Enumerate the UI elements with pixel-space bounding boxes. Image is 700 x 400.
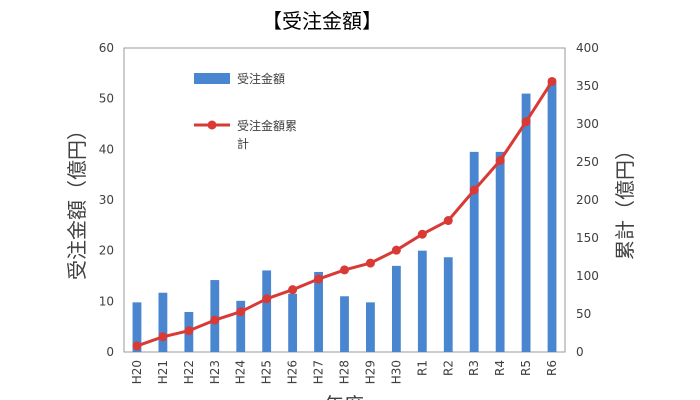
x-tick-label: H21 xyxy=(156,360,170,384)
x-tick-label: H24 xyxy=(234,360,248,384)
line-point xyxy=(547,76,557,86)
bar xyxy=(547,83,557,352)
bar xyxy=(521,93,531,352)
y-right-tick-label: 200 xyxy=(576,193,599,207)
y-left-tick-label: 0 xyxy=(106,345,114,359)
plot-area: 0 10 20 30 40 50 60 0 50 100 150 200 250 300 350 400 H20… xyxy=(99,41,599,384)
bar xyxy=(236,300,246,352)
y-left-tick-label: 60 xyxy=(99,41,114,55)
bar xyxy=(288,293,298,352)
bar xyxy=(340,296,349,352)
line-point xyxy=(469,185,479,195)
y-right-tick-label: 0 xyxy=(576,345,584,359)
chart-title: 【受注金額】 xyxy=(262,9,382,33)
y-left-tick-label: 20 xyxy=(99,244,114,258)
bar xyxy=(391,265,401,352)
x-tick-label: H27 xyxy=(312,360,326,384)
x-tick-label: H22 xyxy=(182,360,196,384)
line-point xyxy=(262,294,272,304)
line-point xyxy=(132,341,142,351)
x-tick-label: R3 xyxy=(467,360,481,376)
line-point xyxy=(495,155,505,165)
x-tick-label: R5 xyxy=(519,360,533,376)
y-left-tick-label: 30 xyxy=(99,193,114,207)
y-right-tick-label: 100 xyxy=(576,269,599,283)
line-point xyxy=(288,285,298,295)
x-tick-label: R2 xyxy=(441,360,455,376)
x-tick-label: H29 xyxy=(363,360,377,384)
x-tick-label: R6 xyxy=(545,360,559,376)
bar xyxy=(132,302,142,352)
x-tick-label: R4 xyxy=(493,360,507,376)
legend-bar-label: 受注金額 xyxy=(237,71,285,86)
line-point xyxy=(314,274,324,284)
x-tick-label: R1 xyxy=(415,360,429,376)
line-point xyxy=(184,326,194,336)
bar xyxy=(417,250,427,352)
legend-line-marker xyxy=(207,120,217,130)
bar xyxy=(158,292,168,352)
legend-line-label: 受注金額累 xyxy=(237,118,297,133)
bar xyxy=(469,151,479,352)
x-tick-label: H28 xyxy=(338,360,352,384)
y-right-tick-label: 350 xyxy=(576,79,599,93)
line-point xyxy=(443,216,453,226)
line-point xyxy=(210,315,220,325)
x-tick-label: H23 xyxy=(208,360,222,384)
bar xyxy=(314,271,323,352)
legend-line-label-cont: 計 xyxy=(237,136,249,151)
y-axis-left-title: 受注金額（億円） xyxy=(65,120,89,280)
x-tick-label: H30 xyxy=(389,360,403,384)
x-tick-label: H25 xyxy=(260,360,274,384)
bar xyxy=(443,257,453,352)
line-point xyxy=(391,245,401,255)
y-right-tick-label: 300 xyxy=(576,117,599,131)
line-point xyxy=(417,229,427,239)
x-axis-title: 年度 xyxy=(324,393,364,400)
bar xyxy=(366,302,375,352)
line-point xyxy=(521,117,531,127)
y-right-tick-label: 50 xyxy=(576,307,591,321)
line-point xyxy=(340,265,349,275)
x-tick-label: H20 xyxy=(130,360,144,384)
y-axis-right-title: 累計（億円） xyxy=(613,140,637,260)
y-right-tick-label: 400 xyxy=(576,41,599,55)
line-point xyxy=(365,258,375,268)
x-tick-label: H26 xyxy=(286,360,300,384)
y-left-tick-label: 10 xyxy=(99,294,114,308)
y-right-tick-label: 250 xyxy=(576,155,599,169)
y-left-tick-label: 50 xyxy=(99,92,114,106)
y-right-tick-label: 150 xyxy=(576,231,599,245)
bar xyxy=(495,151,505,352)
bar xyxy=(262,270,272,352)
legend-bar-swatch xyxy=(194,73,230,84)
line-point xyxy=(236,307,246,317)
line-point xyxy=(158,332,168,342)
y-left-tick-label: 40 xyxy=(99,142,114,156)
